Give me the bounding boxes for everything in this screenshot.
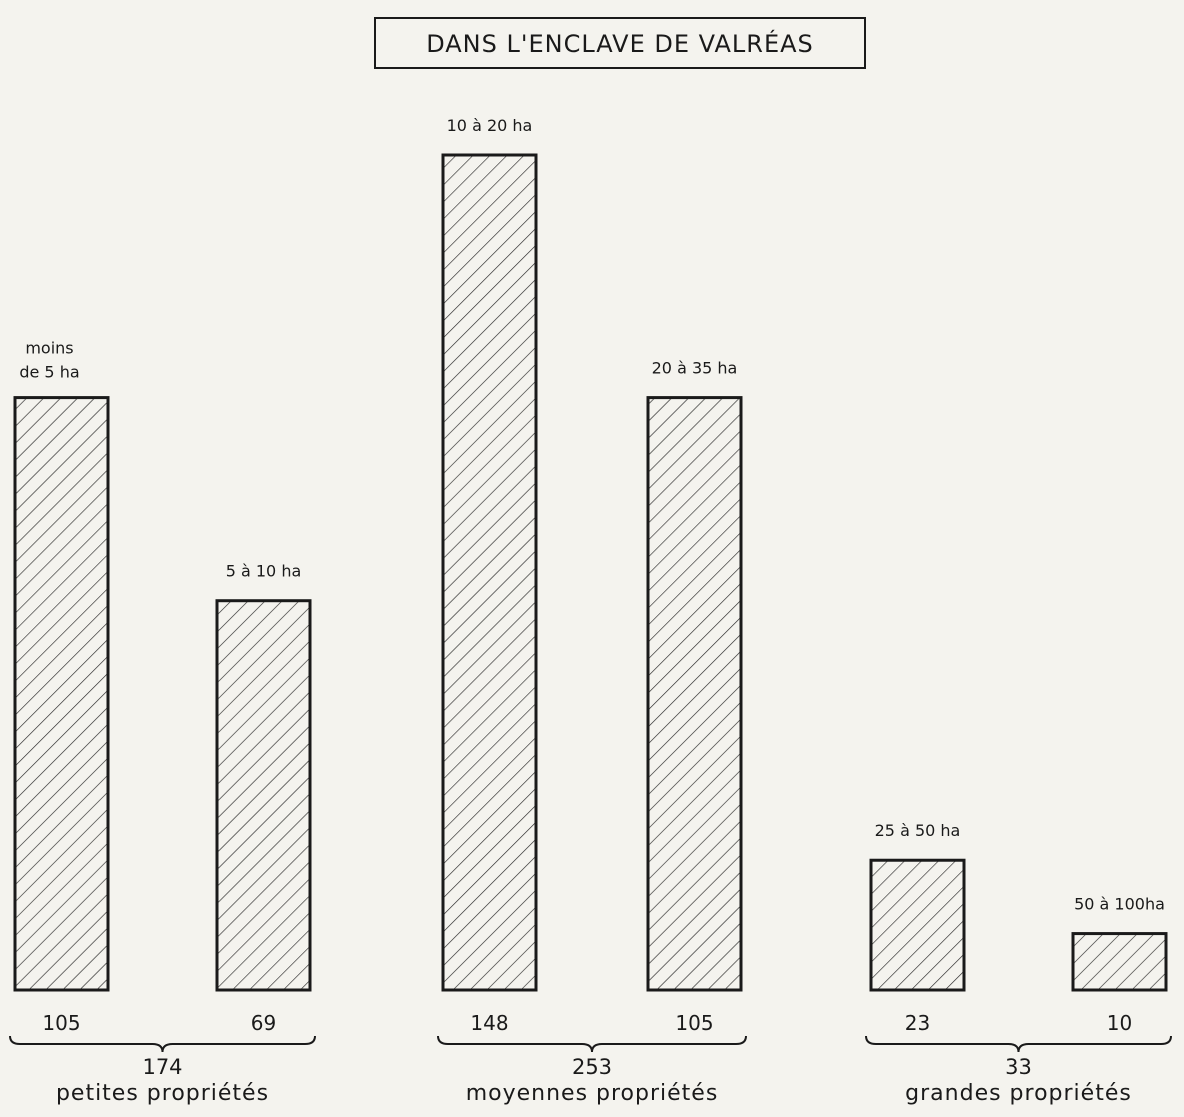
value-label-1: 105 xyxy=(42,1011,80,1035)
chart-title: DANS L'ENCLAVE DE VALRÉAS xyxy=(374,17,866,69)
group-total-3: 33 xyxy=(1005,1055,1032,1079)
value-label-3: 148 xyxy=(470,1011,508,1035)
bar-4 xyxy=(646,396,743,992)
bar-2 xyxy=(215,599,312,992)
category-label-2: 5 à 10 ha xyxy=(226,562,302,581)
group-name-1: petites propriétés xyxy=(56,1081,269,1106)
bars-layer: 105 moins de 5 ha 69 5 à 10 ha 148 10 à 20 ha 1… xyxy=(13,116,1168,1035)
value-label-5: 23 xyxy=(905,1011,930,1035)
group-name-3: grandes propriétés xyxy=(905,1081,1132,1106)
value-label-4: 105 xyxy=(675,1011,713,1035)
value-label-6: 10 xyxy=(1107,1011,1132,1035)
category-label-6: 50 à 100ha xyxy=(1074,895,1165,914)
value-label-2: 69 xyxy=(251,1011,276,1035)
group-total-2: 253 xyxy=(572,1055,612,1079)
category-label-3: 10 à 20 ha xyxy=(447,116,533,135)
category-label-5: 25 à 50 ha xyxy=(875,821,961,840)
category-label-4: 20 à 35 ha xyxy=(652,359,738,378)
bar-1 xyxy=(13,396,110,992)
group-brace-3 xyxy=(865,1035,1172,1053)
category-label-1: moins de 5 ha xyxy=(19,339,79,382)
group-brace-2 xyxy=(437,1035,747,1053)
bar-3 xyxy=(441,153,538,992)
group-total-1: 174 xyxy=(142,1055,182,1079)
chart-title-text: DANS L'ENCLAVE DE VALRÉAS xyxy=(426,29,814,58)
title-box xyxy=(374,17,866,69)
bar-5 xyxy=(869,858,966,992)
group-brace-1 xyxy=(9,1035,316,1053)
bar-6 xyxy=(1071,932,1168,992)
group-name-2: moyennes propriétés xyxy=(466,1081,719,1106)
